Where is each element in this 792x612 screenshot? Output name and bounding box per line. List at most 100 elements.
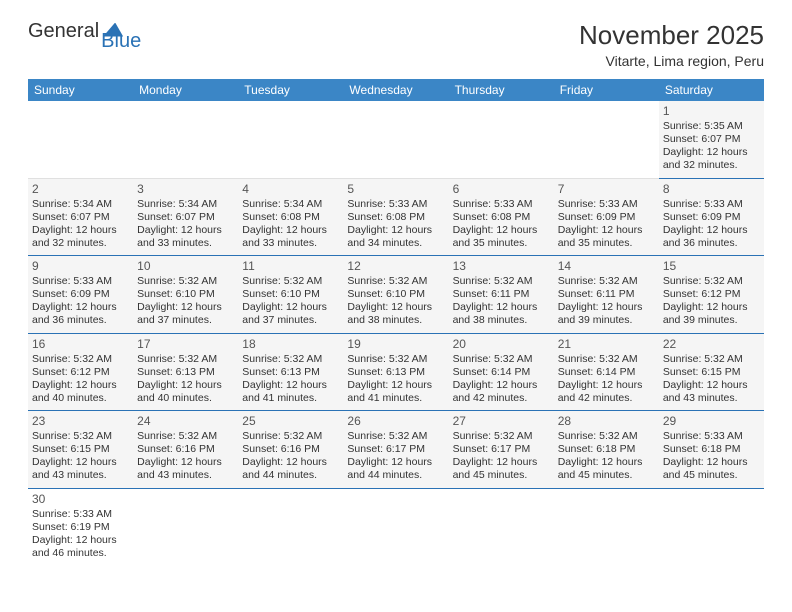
calendar-cell: 26 Sunrise: 5:32 AMSunset: 6:17 PMDayligh… bbox=[343, 411, 448, 489]
sunset-line: Sunset: 6:15 PM bbox=[32, 443, 129, 456]
sunrise-line: Sunrise: 5:32 AM bbox=[347, 430, 444, 443]
calendar-cell: 3Sunrise: 5:34 AMSunset: 6:07 PMDaylight… bbox=[133, 178, 238, 256]
sunset-line: Sunset: 6:10 PM bbox=[347, 288, 444, 301]
daylight-line: Daylight: 12 hours and 40 minutes. bbox=[137, 379, 234, 405]
day-number: 7 bbox=[558, 182, 655, 196]
calendar-cell bbox=[554, 101, 659, 178]
day-number: 26 bbox=[347, 414, 444, 428]
sunrise-line: Sunrise: 5:32 AM bbox=[347, 353, 444, 366]
day-header: Friday bbox=[554, 79, 659, 101]
sunrise-line: Sunrise: 5:32 AM bbox=[32, 353, 129, 366]
sunrise-line: Sunrise: 5:34 AM bbox=[242, 198, 339, 211]
sunset-line: Sunset: 6:09 PM bbox=[663, 211, 760, 224]
daylight-line: Daylight: 12 hours and 44 minutes. bbox=[347, 456, 444, 482]
daylight-line: Daylight: 12 hours and 45 minutes. bbox=[453, 456, 550, 482]
sunset-line: Sunset: 6:07 PM bbox=[663, 133, 760, 146]
calendar-cell bbox=[133, 488, 238, 565]
calendar-cell: 16Sunrise: 5:32 AMSunset: 6:12 PMDayligh… bbox=[28, 333, 133, 411]
sunset-line: Sunset: 6:18 PM bbox=[663, 443, 760, 456]
calendar-body: 1Sunrise: 5:35 AMSunset: 6:07 PMDaylight… bbox=[28, 101, 764, 565]
daylight-line: Daylight: 12 hours and 32 minutes. bbox=[663, 146, 760, 172]
daylight-line: Daylight: 12 hours and 36 minutes. bbox=[663, 224, 760, 250]
calendar-cell bbox=[238, 488, 343, 565]
sunset-line: Sunset: 6:17 PM bbox=[347, 443, 444, 456]
day-number: 19 bbox=[347, 337, 444, 351]
day-number: 5 bbox=[347, 182, 444, 196]
daylight-line: Daylight: 12 hours and 35 minutes. bbox=[558, 224, 655, 250]
calendar-cell bbox=[659, 488, 764, 565]
calendar-header-row: SundayMondayTuesdayWednesdayThursdayFrid… bbox=[28, 79, 764, 101]
sunrise-line: Sunrise: 5:32 AM bbox=[558, 275, 655, 288]
daylight-line: Daylight: 12 hours and 43 minutes. bbox=[32, 456, 129, 482]
sunset-line: Sunset: 6:10 PM bbox=[137, 288, 234, 301]
calendar-cell: 17Sunrise: 5:32 AMSunset: 6:13 PMDayligh… bbox=[133, 333, 238, 411]
daylight-line: Daylight: 12 hours and 41 minutes. bbox=[347, 379, 444, 405]
sunset-line: Sunset: 6:09 PM bbox=[32, 288, 129, 301]
sunrise-line: Sunrise: 5:32 AM bbox=[137, 353, 234, 366]
sunset-line: Sunset: 6:08 PM bbox=[347, 211, 444, 224]
sunrise-line: Sunrise: 5:34 AM bbox=[32, 198, 129, 211]
sunrise-line: Sunrise: 5:35 AM bbox=[663, 120, 760, 133]
sunrise-line: Sunrise: 5:33 AM bbox=[453, 198, 550, 211]
sunrise-line: Sunrise: 5:33 AM bbox=[32, 275, 129, 288]
sunrise-line: Sunrise: 5:32 AM bbox=[558, 430, 655, 443]
calendar-cell: 21Sunrise: 5:32 AMSunset: 6:14 PMDayligh… bbox=[554, 333, 659, 411]
location-subtitle: Vitarte, Lima region, Peru bbox=[579, 53, 764, 69]
day-number: 27 bbox=[453, 414, 550, 428]
sunrise-line: Sunrise: 5:32 AM bbox=[242, 275, 339, 288]
daylight-line: Daylight: 12 hours and 41 minutes. bbox=[242, 379, 339, 405]
calendar-cell: 15Sunrise: 5:32 AMSunset: 6:12 PMDayligh… bbox=[659, 256, 764, 334]
month-title: November 2025 bbox=[579, 20, 764, 51]
daylight-line: Daylight: 12 hours and 37 minutes. bbox=[137, 301, 234, 327]
daylight-line: Daylight: 12 hours and 42 minutes. bbox=[558, 379, 655, 405]
day-number: 11 bbox=[242, 259, 339, 273]
calendar-cell: 27Sunrise: 5:32 AMSunset: 6:17 PMDayligh… bbox=[449, 411, 554, 489]
sunset-line: Sunset: 6:10 PM bbox=[242, 288, 339, 301]
sunset-line: Sunset: 6:13 PM bbox=[347, 366, 444, 379]
sunrise-line: Sunrise: 5:33 AM bbox=[558, 198, 655, 211]
logo-text-blue: Blue bbox=[101, 30, 141, 53]
logo-text-general: General bbox=[28, 20, 99, 43]
sunrise-line: Sunrise: 5:32 AM bbox=[137, 430, 234, 443]
day-number: 10 bbox=[137, 259, 234, 273]
day-number: 8 bbox=[663, 182, 760, 196]
sunset-line: Sunset: 6:19 PM bbox=[32, 521, 129, 534]
sunset-line: Sunset: 6:11 PM bbox=[558, 288, 655, 301]
calendar-cell: 6Sunrise: 5:33 AMSunset: 6:08 PMDaylight… bbox=[449, 178, 554, 256]
header: General Blue November 2025 Vitarte, Lima… bbox=[28, 20, 764, 69]
day-number: 20 bbox=[453, 337, 550, 351]
day-header: Wednesday bbox=[343, 79, 448, 101]
logo: General Blue bbox=[28, 20, 163, 43]
sunset-line: Sunset: 6:09 PM bbox=[558, 211, 655, 224]
calendar-cell: 22Sunrise: 5:32 AMSunset: 6:15 PMDayligh… bbox=[659, 333, 764, 411]
sunrise-line: Sunrise: 5:32 AM bbox=[242, 353, 339, 366]
calendar-cell: 25Sunrise: 5:32 AMSunset: 6:16 PMDayligh… bbox=[238, 411, 343, 489]
calendar-cell: 9Sunrise: 5:33 AMSunset: 6:09 PMDaylight… bbox=[28, 256, 133, 334]
day-number: 6 bbox=[453, 182, 550, 196]
sunrise-line: Sunrise: 5:32 AM bbox=[453, 353, 550, 366]
day-header: Tuesday bbox=[238, 79, 343, 101]
calendar-cell: 11Sunrise: 5:32 AMSunset: 6:10 PMDayligh… bbox=[238, 256, 343, 334]
calendar-cell: 8Sunrise: 5:33 AMSunset: 6:09 PMDaylight… bbox=[659, 178, 764, 256]
daylight-line: Daylight: 12 hours and 40 minutes. bbox=[32, 379, 129, 405]
day-number: 16 bbox=[32, 337, 129, 351]
day-number: 25 bbox=[242, 414, 339, 428]
daylight-line: Daylight: 12 hours and 36 minutes. bbox=[32, 301, 129, 327]
daylight-line: Daylight: 12 hours and 35 minutes. bbox=[453, 224, 550, 250]
calendar-cell bbox=[449, 488, 554, 565]
calendar-cell: 28Sunrise: 5:32 AMSunset: 6:18 PMDayligh… bbox=[554, 411, 659, 489]
title-block: November 2025 Vitarte, Lima region, Peru bbox=[579, 20, 764, 69]
sunset-line: Sunset: 6:16 PM bbox=[242, 443, 339, 456]
calendar-cell: 13Sunrise: 5:32 AMSunset: 6:11 PMDayligh… bbox=[449, 256, 554, 334]
daylight-line: Daylight: 12 hours and 42 minutes. bbox=[453, 379, 550, 405]
day-number: 18 bbox=[242, 337, 339, 351]
sunset-line: Sunset: 6:16 PM bbox=[137, 443, 234, 456]
calendar-cell bbox=[133, 101, 238, 178]
sunrise-line: Sunrise: 5:32 AM bbox=[558, 353, 655, 366]
calendar-cell bbox=[238, 101, 343, 178]
sunrise-line: Sunrise: 5:33 AM bbox=[347, 198, 444, 211]
day-number: 28 bbox=[558, 414, 655, 428]
day-number: 21 bbox=[558, 337, 655, 351]
calendar-cell: 4Sunrise: 5:34 AMSunset: 6:08 PMDaylight… bbox=[238, 178, 343, 256]
sunset-line: Sunset: 6:13 PM bbox=[137, 366, 234, 379]
